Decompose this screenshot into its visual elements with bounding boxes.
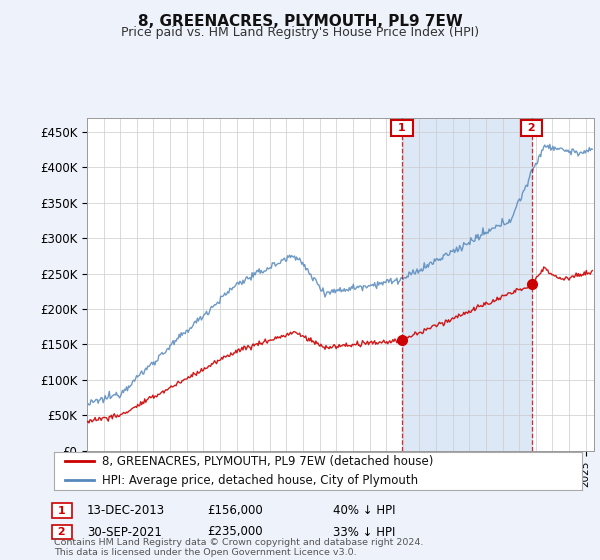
Text: Price paid vs. HM Land Registry's House Price Index (HPI): Price paid vs. HM Land Registry's House … <box>121 26 479 39</box>
Text: 30-SEP-2021: 30-SEP-2021 <box>87 525 162 539</box>
Text: 13-DEC-2013: 13-DEC-2013 <box>87 504 165 517</box>
Text: 33% ↓ HPI: 33% ↓ HPI <box>333 525 395 539</box>
Text: 1: 1 <box>54 506 70 516</box>
Text: 2: 2 <box>54 527 70 537</box>
Bar <box>402 118 532 451</box>
Text: 1: 1 <box>394 123 410 133</box>
Text: £156,000: £156,000 <box>207 504 263 517</box>
Text: 8, GREENACRES, PLYMOUTH, PL9 7EW: 8, GREENACRES, PLYMOUTH, PL9 7EW <box>137 14 463 29</box>
Text: 2: 2 <box>524 123 539 133</box>
Text: £235,000: £235,000 <box>207 525 263 539</box>
Text: 40% ↓ HPI: 40% ↓ HPI <box>333 504 395 517</box>
Text: 8, GREENACRES, PLYMOUTH, PL9 7EW (detached house): 8, GREENACRES, PLYMOUTH, PL9 7EW (detach… <box>101 455 433 468</box>
Text: Contains HM Land Registry data © Crown copyright and database right 2024.
This d: Contains HM Land Registry data © Crown c… <box>54 538 424 557</box>
Text: HPI: Average price, detached house, City of Plymouth: HPI: Average price, detached house, City… <box>101 474 418 487</box>
